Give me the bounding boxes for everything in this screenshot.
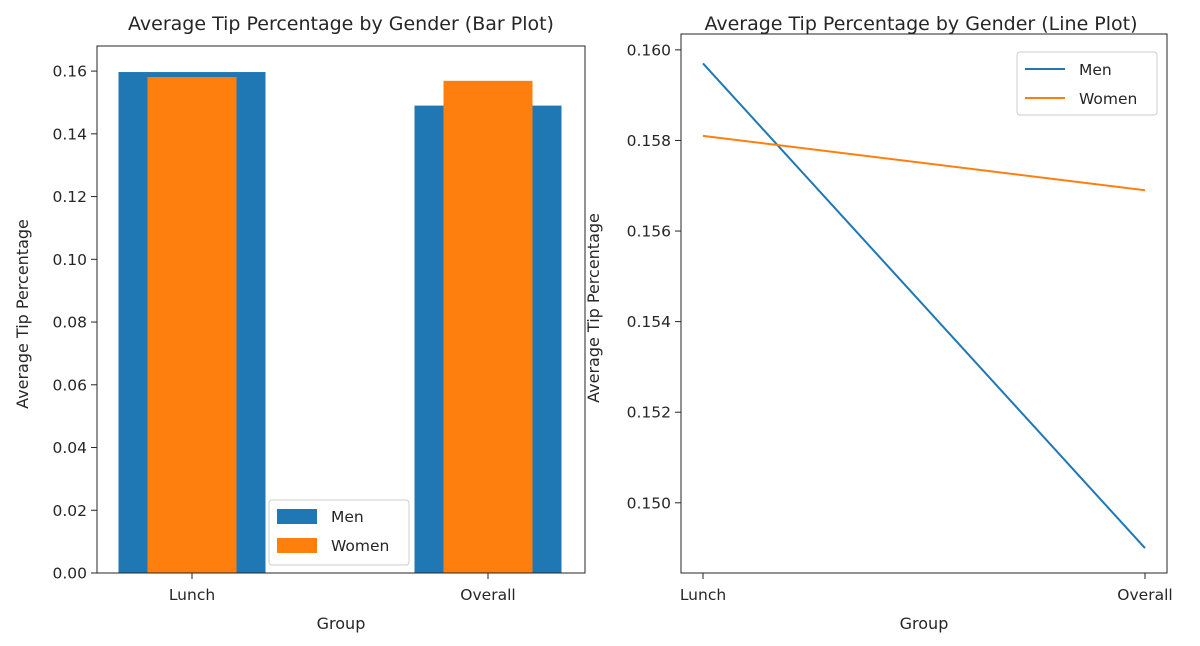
bar-plot-frame	[96, 45, 586, 574]
bar-legend-label-women: Women	[331, 537, 389, 555]
line-legend-label-women: Women	[1079, 90, 1137, 108]
bar-chart-ylabel: Average Tip Percentage	[13, 219, 32, 409]
line-xtick-label: Lunch	[680, 586, 726, 604]
line-series-women	[702, 134, 1146, 192]
bar-ytick-label: 0.16	[52, 63, 87, 81]
bar-ytick-label: 0.10	[52, 251, 87, 269]
line-ytick-label: 0.154	[627, 313, 671, 331]
bar-chart-legend: Men Women	[268, 499, 410, 566]
bar-women-overall	[443, 80, 533, 573]
bar-plot-area: 0.00 0.02 0.04 0.06 0.08 0.10 0.12 0.14 0.16 Lunc…	[52, 45, 586, 604]
bar-chart-xlabel: Group	[317, 614, 366, 633]
bar-ytick-label: 0.02	[52, 502, 87, 520]
bar-legend-swatch-men	[277, 509, 317, 524]
bar-ytick-label: 0.04	[52, 439, 87, 457]
bar-ytick-label: 0.08	[52, 314, 87, 332]
line-ytick-label: 0.156	[627, 223, 671, 241]
bar-legend-label-men: Men	[331, 508, 364, 526]
line-plot-frame	[680, 33, 1168, 574]
line-ytick-label: 0.152	[627, 404, 671, 422]
line-plot-area: 0.150 0.152 0.154 0.156 0.158 0.160 Lunch Overa…	[627, 33, 1173, 604]
line-ytick-label: 0.160	[627, 41, 671, 59]
bar-ytick-label: 0.12	[52, 188, 87, 206]
bar-xtick-label: Overall	[460, 586, 515, 604]
line-chart-title: Average Tip Percentage by Gender (Line P…	[704, 13, 1137, 35]
line-xtick-label: Overall	[1117, 586, 1172, 604]
bar-legend-swatch-women	[277, 538, 317, 553]
bar-xtick-label: Lunch	[169, 586, 215, 604]
line-ytick-label: 0.158	[627, 132, 671, 150]
line-chart: Average Tip Percentage by Gender (Line P…	[584, 13, 1173, 633]
bar-ytick-label: 0.14	[52, 125, 87, 143]
line-chart-xlabel: Group	[900, 614, 949, 633]
line-chart-legend: Men Women	[1016, 51, 1158, 116]
bar-ytick-label: 0.06	[52, 376, 87, 394]
bar-chart-title: Average Tip Percentage by Gender (Bar Pl…	[128, 13, 554, 35]
line-legend-label-men: Men	[1079, 61, 1112, 79]
bar-chart: Average Tip Percentage by Gender (Bar Pl…	[13, 13, 586, 633]
bar-women-lunch	[147, 77, 237, 573]
bar-ytick-label: 0.00	[52, 565, 87, 583]
line-ytick-label: 0.150	[627, 494, 671, 512]
line-legend-box	[1016, 51, 1158, 116]
line-chart-ylabel: Average Tip Percentage	[584, 213, 603, 403]
